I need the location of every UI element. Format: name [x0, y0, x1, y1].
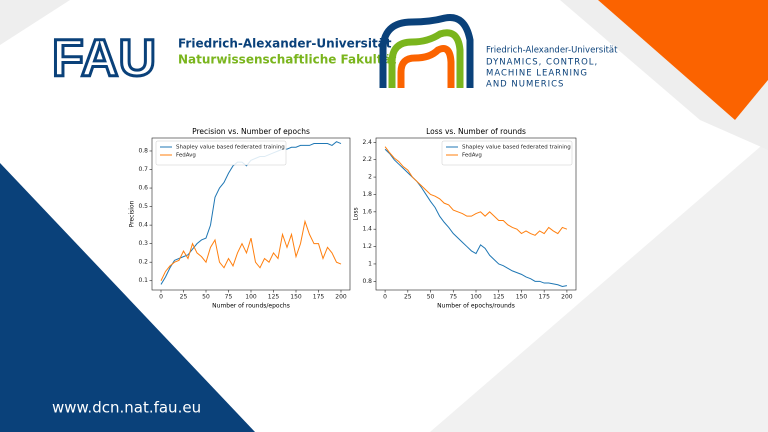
- x-tick-label: 75: [449, 294, 457, 301]
- x-tick-label: 175: [313, 294, 325, 301]
- url: www.dcn.nat.fau.eu: [52, 399, 201, 417]
- bg-shape: [430, 140, 768, 432]
- x-tick-label: 0: [383, 294, 387, 301]
- x-axis-label: Number of rounds/epochs: [212, 303, 290, 310]
- bg-shape: [0, 0, 70, 45]
- legend-label: FedAvg: [176, 153, 196, 159]
- y-tick-label: 2: [368, 174, 372, 181]
- x-tick-label: 100: [245, 294, 257, 301]
- x-tick-label: 75: [225, 294, 233, 301]
- x-tick-label: 175: [538, 294, 550, 301]
- y-tick-label: 0.1: [138, 277, 148, 284]
- faculty: Naturwissenschaftliche Fakultät: [178, 53, 397, 67]
- chair-line: AND NUMERICS: [486, 80, 564, 90]
- blue-triangle: [0, 163, 255, 432]
- y-tick-label: 1.8: [362, 191, 372, 198]
- x-tick-label: 150: [290, 294, 302, 301]
- y-tick-label: 2.4: [362, 139, 372, 146]
- y-tick-label: 1.4: [362, 226, 372, 233]
- x-tick-label: 0: [159, 294, 163, 301]
- x-axis-label: Number of epochs/rounds: [437, 303, 515, 310]
- orange-triangle: [598, 0, 768, 120]
- y-tick-label: 0.7: [138, 166, 148, 173]
- series-line: [160, 219, 342, 281]
- y-axis-label: Precision: [129, 200, 136, 227]
- y-tick-label: 1.6: [362, 208, 372, 215]
- bg-shape: [560, 0, 768, 150]
- y-tick-label: 1: [368, 260, 372, 267]
- x-tick-label: 100: [470, 294, 482, 301]
- fau-logo: FAU: [52, 30, 156, 88]
- x-tick-label: 150: [516, 294, 528, 301]
- y-tick-label: 0.6: [138, 185, 148, 192]
- x-tick-label: 125: [268, 294, 280, 301]
- y-tick-label: 0.5: [138, 203, 148, 210]
- university: Friedrich-Alexander-Universität: [178, 37, 392, 51]
- y-tick-label: 0.2: [138, 259, 148, 266]
- legend-box: [441, 140, 573, 166]
- chart-title: Precision vs. Number of epochs: [192, 127, 310, 136]
- x-tick-label: 25: [180, 294, 188, 301]
- x-tick-label: 125: [493, 294, 505, 301]
- y-tick-label: 0.8: [138, 147, 148, 154]
- x-tick-label: 50: [202, 294, 210, 301]
- y-tick-label: 1.2: [362, 243, 372, 250]
- x-tick-label: 200: [561, 294, 573, 301]
- chair-line: DYNAMICS, CONTROL,: [486, 58, 598, 68]
- y-tick-label: 0.3: [138, 240, 148, 247]
- y-tick-label: 0.4: [138, 222, 148, 229]
- legend-box: [155, 140, 287, 166]
- x-tick-label: 200: [335, 294, 347, 301]
- y-axis-label: Loss: [353, 207, 360, 220]
- chair-university: Friedrich-Alexander-Universität: [486, 46, 618, 56]
- x-tick-label: 25: [404, 294, 412, 301]
- series-line: [384, 146, 568, 236]
- legend-label: Shapley value based federated training: [462, 145, 571, 151]
- y-tick-label: 2.2: [362, 156, 372, 163]
- y-tick-label: 0.8: [362, 278, 372, 285]
- chair-logo: [379, 13, 474, 88]
- chair-line: MACHINE LEARNING: [486, 69, 588, 79]
- x-tick-label: 50: [427, 294, 435, 301]
- legend-label: Shapley value based federated training: [176, 145, 285, 151]
- chart-title: Loss vs. Number of rounds: [426, 127, 526, 136]
- legend-label: FedAvg: [462, 153, 482, 159]
